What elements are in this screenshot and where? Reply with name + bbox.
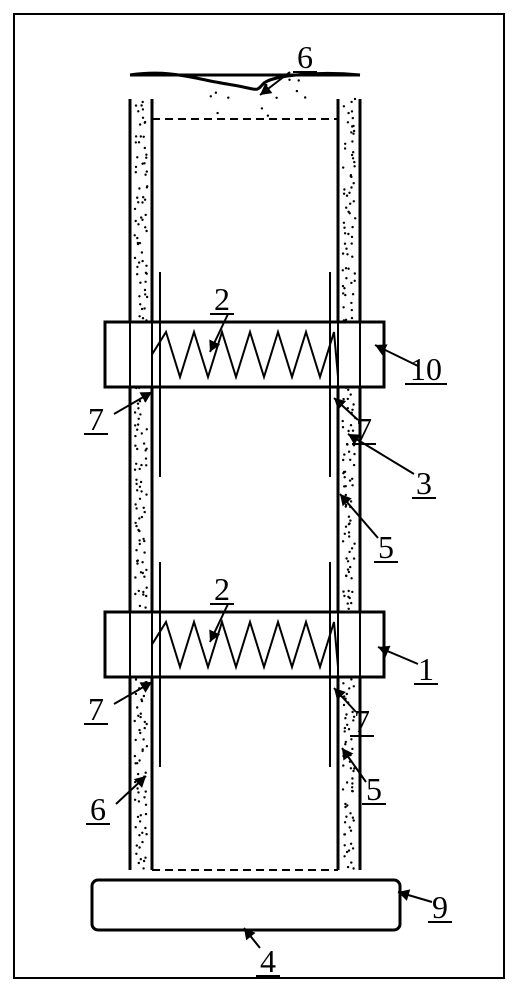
callout-label: 4	[260, 943, 276, 979]
stipple-texture	[134, 79, 357, 870]
callout-label: 7	[354, 703, 370, 739]
callout-5-low: 5	[342, 748, 386, 807]
callout-label: 5	[366, 771, 382, 807]
callout-2-lower: 2	[209, 571, 234, 642]
callout-label: 6	[90, 791, 106, 827]
callout-label: 2	[214, 281, 230, 317]
callout-7-ul: 7	[84, 392, 152, 437]
callout-label: 7	[88, 691, 104, 727]
callout-9: 9	[398, 889, 452, 925]
callouts: 6210773521775694	[84, 39, 452, 979]
callout-7-ll: 7	[84, 682, 152, 727]
callout-4: 4	[244, 928, 280, 979]
callout-label: 7	[356, 411, 372, 447]
callout-10: 10	[375, 344, 447, 387]
callout-7-lr: 7	[334, 688, 374, 739]
callout-label: 6	[297, 39, 313, 75]
callout-label: 2	[214, 571, 230, 607]
callout-label: 10	[410, 351, 442, 387]
callout-label: 1	[418, 651, 434, 687]
callout-6-top: 6	[260, 39, 317, 95]
callout-1: 1	[378, 646, 438, 687]
callout-5-mid: 5	[340, 494, 398, 565]
callout-label: 7	[88, 401, 104, 437]
callout-label: 9	[432, 889, 448, 925]
callout-label: 5	[378, 529, 394, 565]
callout-2-upper: 2	[209, 281, 234, 352]
callout-label: 3	[416, 465, 432, 501]
callout-6-low: 6	[86, 776, 146, 827]
